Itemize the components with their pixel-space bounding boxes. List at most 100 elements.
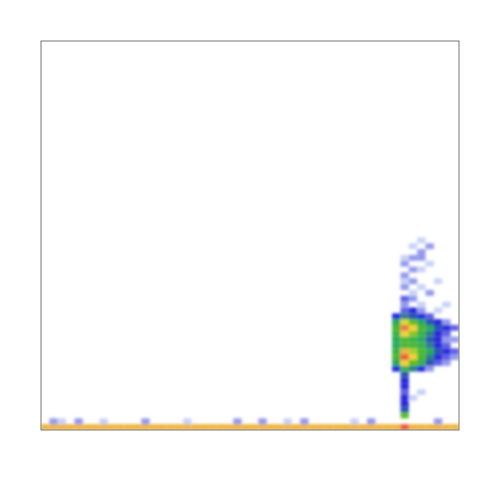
- cell: [434, 319, 442, 325]
- cell: [100, 418, 108, 424]
- cell: [400, 424, 408, 430]
- cell: [426, 348, 434, 354]
- cell: [400, 342, 408, 348]
- cell: [426, 360, 434, 366]
- cell: [392, 337, 400, 343]
- cell: [409, 354, 417, 360]
- cell: [275, 424, 283, 430]
- cell: [442, 319, 450, 325]
- cell: [442, 331, 450, 337]
- cell: [400, 278, 408, 284]
- cell: [409, 296, 417, 302]
- cell: [183, 418, 191, 424]
- cell: [417, 348, 425, 354]
- cell: [400, 255, 408, 261]
- cell: [417, 302, 425, 308]
- cell: [417, 284, 425, 290]
- cell: [426, 325, 434, 331]
- cell: [442, 348, 450, 354]
- cell: [417, 249, 425, 255]
- cell: [400, 313, 408, 319]
- cell: [451, 337, 459, 343]
- cell: [409, 348, 417, 354]
- cell: [400, 261, 408, 267]
- cell: [175, 424, 183, 430]
- cell: [392, 354, 400, 360]
- cell: [133, 424, 141, 430]
- cell: [426, 331, 434, 337]
- cell: [400, 348, 408, 354]
- cell: [417, 307, 425, 313]
- cell: [66, 424, 74, 430]
- cell: [116, 424, 124, 430]
- cell: [400, 272, 408, 278]
- cell: [74, 424, 82, 430]
- cell: [409, 255, 417, 261]
- cell: [400, 331, 408, 337]
- cell: [426, 261, 434, 267]
- cell: [426, 319, 434, 325]
- cell: [392, 348, 400, 354]
- cell: [442, 360, 450, 366]
- cell: [417, 366, 425, 372]
- cell: [49, 424, 57, 430]
- cell: [426, 290, 434, 296]
- cell: [108, 424, 116, 430]
- cell: [434, 307, 442, 313]
- cell: [426, 366, 434, 372]
- cell: [400, 401, 408, 407]
- cell: [400, 307, 408, 313]
- cell: [434, 424, 442, 430]
- cell: [417, 267, 425, 273]
- cell: [292, 424, 300, 430]
- cell: [400, 302, 408, 308]
- cell: [400, 372, 408, 378]
- cell: [451, 325, 459, 331]
- cell: [426, 337, 434, 343]
- cell: [400, 389, 408, 395]
- cell: [300, 418, 308, 424]
- cell: [409, 313, 417, 319]
- cell: [442, 342, 450, 348]
- cell: [58, 424, 66, 430]
- cell: [417, 319, 425, 325]
- cell: [375, 424, 383, 430]
- cell: [258, 424, 266, 430]
- cell: [400, 319, 408, 325]
- cell: [283, 424, 291, 430]
- plot-frame: [41, 41, 459, 430]
- cell: [392, 325, 400, 331]
- cell: [409, 307, 417, 313]
- cell: [359, 424, 367, 430]
- cell: [400, 383, 408, 389]
- cell: [100, 424, 108, 430]
- cell: [442, 302, 450, 308]
- cell: [417, 237, 425, 243]
- cell: [434, 354, 442, 360]
- cell: [325, 424, 333, 430]
- cell: [409, 290, 417, 296]
- cell: [400, 360, 408, 366]
- cell: [409, 331, 417, 337]
- cell: [309, 424, 317, 430]
- cell: [367, 418, 375, 424]
- cell: [409, 342, 417, 348]
- cell: [409, 267, 417, 273]
- cell: [426, 243, 434, 249]
- cell: [434, 360, 442, 366]
- cell: [208, 424, 216, 430]
- cells: [41, 237, 459, 430]
- cell: [434, 325, 442, 331]
- cell: [400, 284, 408, 290]
- cell: [392, 366, 400, 372]
- cell: [141, 418, 149, 424]
- cell: [74, 418, 82, 424]
- cell: [426, 354, 434, 360]
- cell: [434, 348, 442, 354]
- cell: [392, 360, 400, 366]
- cell: [91, 424, 99, 430]
- cell: [409, 337, 417, 343]
- cell: [225, 424, 233, 430]
- cell: [258, 418, 266, 424]
- cell: [267, 424, 275, 430]
